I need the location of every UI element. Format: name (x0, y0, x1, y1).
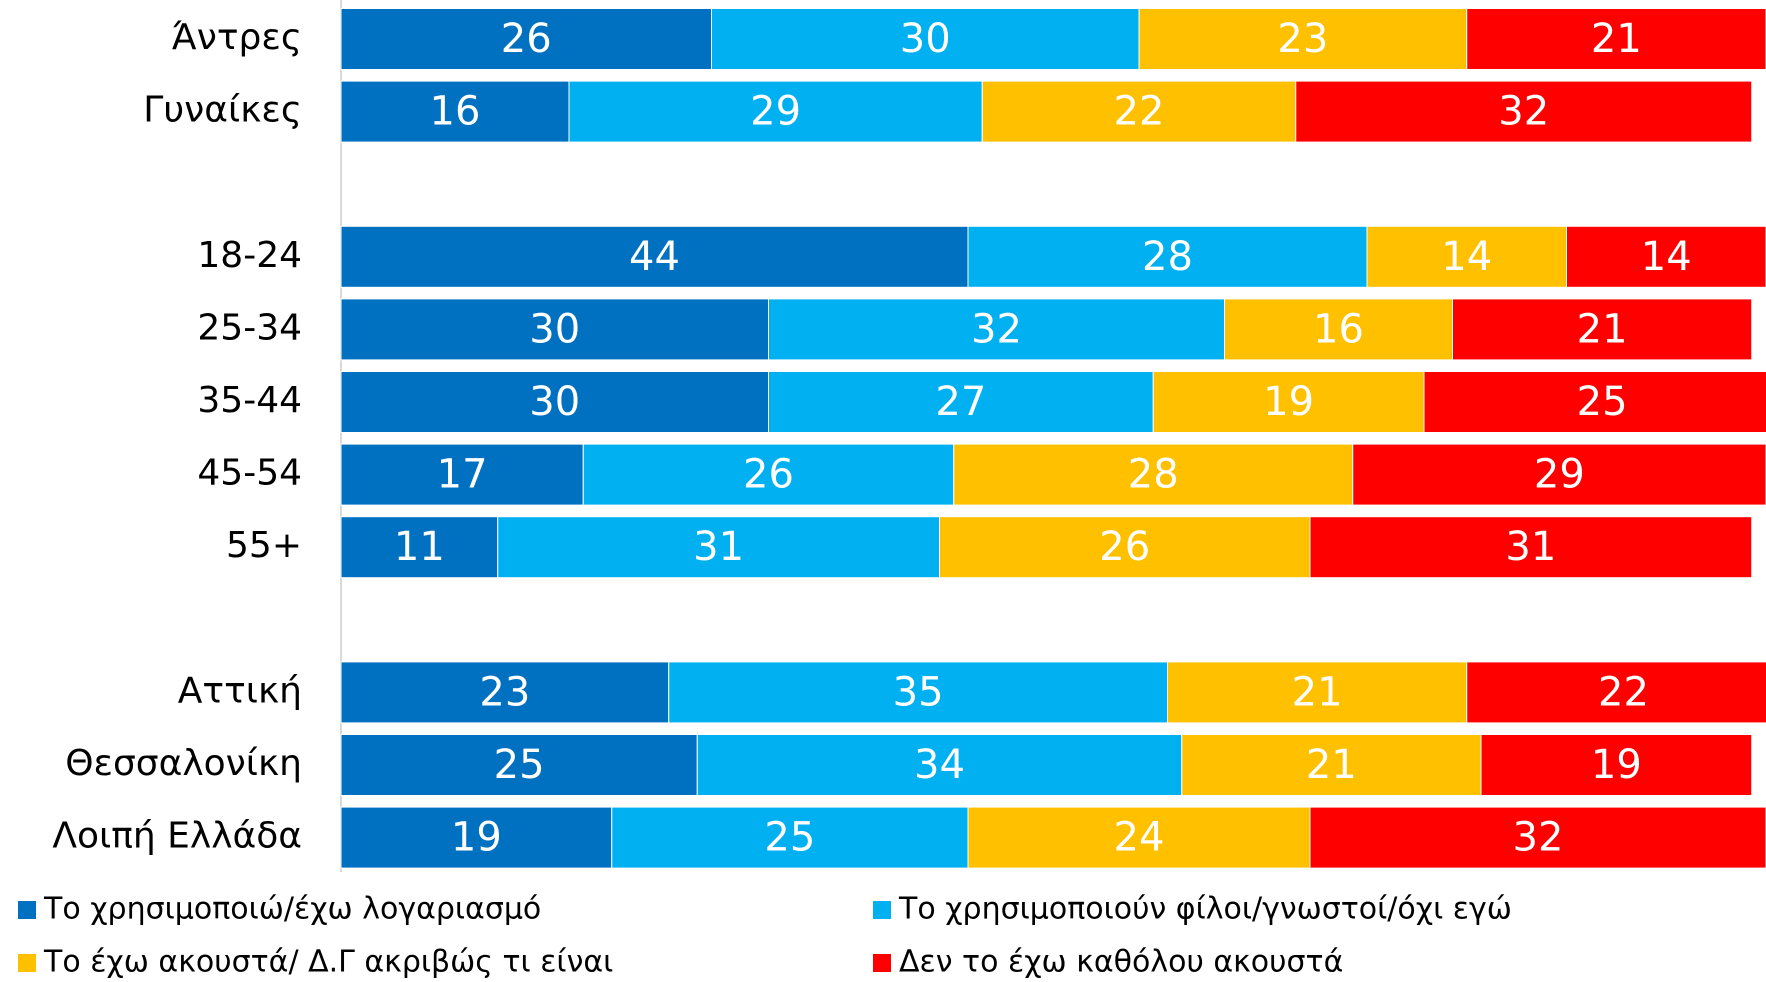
value-label: 28 (1128, 452, 1179, 498)
legend-label: Το έχω ακουστά/ Δ.Γ ακριβώς τι είναι (43, 945, 613, 980)
value-label: 35 (893, 669, 944, 715)
bar-segment (340, 734, 698, 796)
value-label: 32 (1513, 815, 1564, 861)
value-label: 32 (971, 306, 1022, 352)
category-label: Λοιπή Ελλάδα (52, 816, 302, 857)
bar-segment (340, 516, 499, 579)
value-label: 11 (394, 524, 445, 570)
value-label: 29 (750, 89, 801, 135)
value-label: 19 (1591, 742, 1642, 788)
bar-segment (967, 225, 1368, 288)
legend-swatch (873, 901, 891, 919)
category-label: 45-54 (197, 453, 302, 494)
value-label: 30 (529, 306, 580, 352)
bar-segment (1423, 371, 1766, 433)
value-label: 23 (1277, 16, 1328, 62)
bar-segment (1138, 8, 1468, 70)
bar-segment (340, 80, 570, 143)
bar-segment (568, 80, 983, 143)
value-label: 25 (1577, 379, 1628, 425)
legend-swatch (873, 954, 891, 972)
bar-segment (1452, 298, 1753, 361)
value-label: 25 (494, 742, 545, 788)
category-label: 18-24 (197, 235, 302, 276)
bar-segment (1224, 298, 1453, 361)
bar-segment (340, 806, 613, 869)
value-label: 32 (1498, 89, 1549, 135)
bar-segment (1167, 661, 1468, 724)
value-label: 26 (743, 452, 794, 498)
bar-segment (497, 516, 940, 579)
value-label: 27 (935, 379, 986, 425)
bar-segment (939, 516, 1311, 579)
value-label: 21 (1591, 16, 1642, 62)
bar-segment (1295, 80, 1753, 143)
bar-segment (1352, 443, 1766, 506)
value-label: 44 (629, 234, 680, 280)
category-label: 55+ (226, 525, 302, 566)
bar-segment (953, 443, 1354, 506)
value-label: 30 (900, 16, 951, 62)
category-label: Θεσσαλονίκη (65, 743, 302, 784)
bar-segment (1466, 661, 1766, 724)
bar-segment (1152, 371, 1425, 433)
legend-label: Δεν το έχω καθόλου ακουστά (899, 945, 1343, 980)
bar-segment (340, 661, 670, 724)
bar-segment (1566, 225, 1766, 288)
value-label: 31 (693, 524, 744, 570)
value-label: 34 (914, 742, 965, 788)
value-label: 30 (529, 379, 580, 425)
value-label: 29 (1534, 452, 1585, 498)
legend-label: Το χρησιμοποιώ/έχω λογαριασμό (43, 892, 541, 927)
value-label: 22 (1114, 89, 1165, 135)
value-label: 16 (430, 89, 481, 135)
bar-segment (768, 371, 1154, 433)
legend-swatch (18, 901, 36, 919)
value-label: 24 (1114, 815, 1165, 861)
category-label: Γυναίκες (143, 90, 302, 131)
bar-segment (1181, 734, 1482, 796)
value-label: 26 (1099, 524, 1150, 570)
bar-segment (696, 734, 1183, 796)
bar-segment (1309, 516, 1753, 579)
value-label: 21 (1292, 669, 1343, 715)
bar-segment (711, 8, 1140, 70)
value-label: 22 (1598, 669, 1649, 715)
bar-segment (981, 80, 1297, 143)
bar-segment (340, 371, 769, 433)
category-label: Αττική (178, 670, 302, 711)
value-label: 14 (1441, 234, 1492, 280)
value-label: 17 (437, 452, 488, 498)
bar-segment (1480, 734, 1753, 796)
category-label: 35-44 (197, 380, 302, 421)
bar-segment (967, 806, 1311, 869)
bar-segment (668, 661, 1168, 724)
bar-segment (1309, 806, 1766, 869)
bar-segment (582, 443, 955, 506)
bar-segment (1466, 8, 1766, 70)
bar-segment (340, 443, 584, 506)
value-label: 28 (1142, 234, 1193, 280)
value-label: 14 (1641, 234, 1692, 280)
value-label: 23 (479, 669, 530, 715)
value-label: 19 (1263, 379, 1314, 425)
legend-swatch (18, 954, 36, 972)
legend-label: Το χρησιμοποιούν φίλοι/γνωστοί/όχι εγώ (898, 892, 1512, 927)
bar-segment (1366, 225, 1567, 288)
value-label: 31 (1505, 524, 1556, 570)
value-label: 25 (764, 815, 815, 861)
value-label: 21 (1306, 742, 1357, 788)
category-label: 25-34 (197, 307, 302, 348)
value-label: 19 (451, 815, 502, 861)
value-label: 21 (1577, 306, 1628, 352)
value-label: 16 (1313, 306, 1364, 352)
bar-segment (340, 298, 769, 361)
bar-segment (340, 8, 712, 70)
value-label: 26 (501, 16, 552, 62)
category-label: Άντρες (172, 17, 302, 58)
